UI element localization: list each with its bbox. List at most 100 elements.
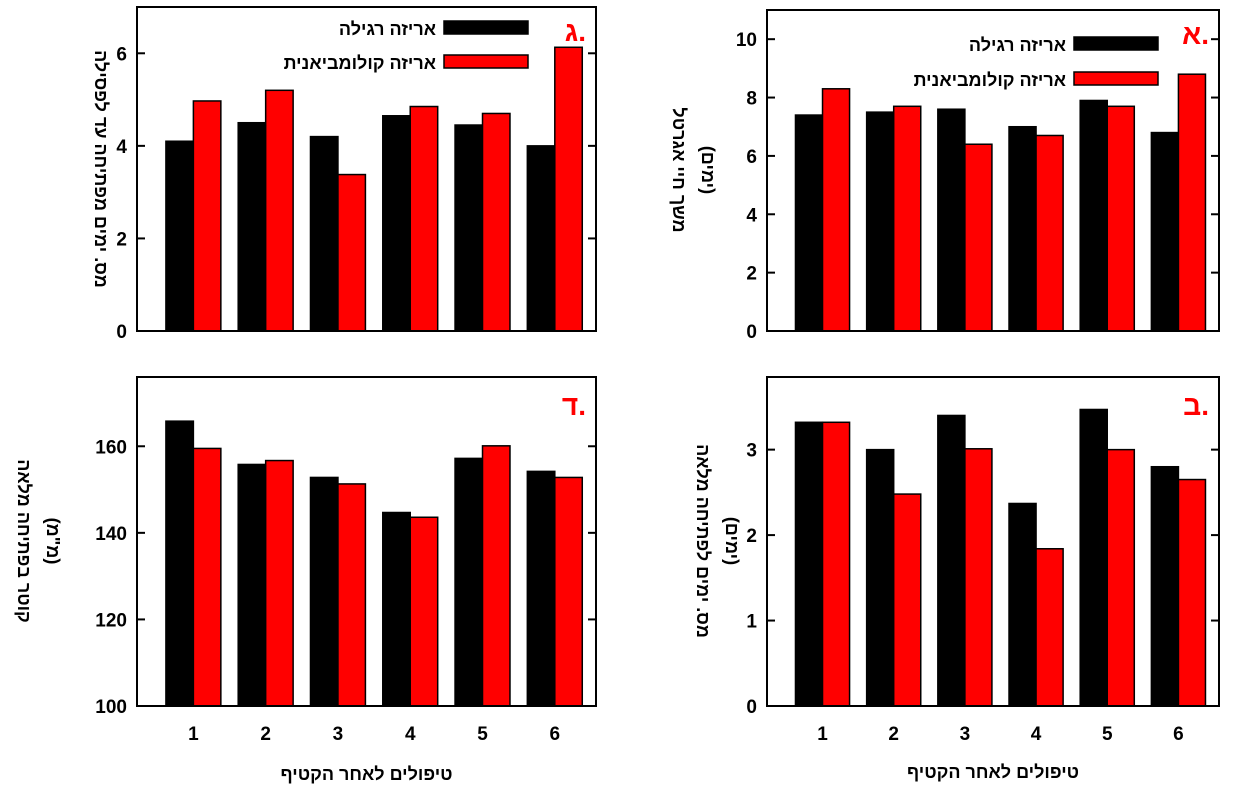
bar-a-cat5-s1 xyxy=(1079,99,1108,332)
xtick-label-d-4: 4 xyxy=(405,724,416,745)
ytick-label-g-2: 4 xyxy=(116,137,127,158)
bar-a-cat6-s2 xyxy=(1177,73,1207,332)
ytick-label-d-2: 140 xyxy=(95,524,127,545)
plot-frame-d xyxy=(136,376,597,707)
panel-a: 0 2 4 6 8 10 משך חיי אגרטל (ימים) א. אריזה רגילה א… xyxy=(669,9,1220,343)
bar-a-cat1-s2 xyxy=(821,88,851,332)
xtick-label-b-6: 6 xyxy=(1173,724,1184,745)
bar-b-cat5-s2 xyxy=(1106,448,1136,707)
panel-label-g: ג. xyxy=(565,16,586,47)
ytick-label-d-3: 160 xyxy=(95,437,127,458)
bar-b-cat1-s2 xyxy=(821,421,851,707)
bar-b-cat4-s1 xyxy=(1008,502,1037,707)
bar-g-cat1-s1 xyxy=(165,140,195,332)
bar-d-cat5-s2 xyxy=(481,445,511,707)
bar-a-cat6-s1 xyxy=(1150,131,1180,332)
legend-label-a-s1: אריזה רגילה xyxy=(969,35,1066,55)
bar-a-cat3-s2 xyxy=(964,143,993,332)
xtick-label-b-5: 5 xyxy=(1102,724,1113,745)
bar-d-cat2-s2 xyxy=(264,459,294,707)
plot-frame-a xyxy=(766,9,1220,332)
ytick-label-g-1: 2 xyxy=(116,229,127,250)
bar-g-cat5-s2 xyxy=(481,112,511,332)
ytick-label-a-0: 0 xyxy=(746,322,757,343)
bar-g-cat5-s1 xyxy=(454,124,484,332)
panel-g: 0 2 4 6מס. ימים מפתיחה עד לפסילה ג. אריזה רגי… xyxy=(91,6,597,343)
y-axis-title-d-line1: קוטר בפתיחה מלאה xyxy=(14,459,34,623)
bar-g-cat6-s2 xyxy=(554,46,584,332)
plot-frame-g xyxy=(136,6,597,332)
bar-d-cat4-s1 xyxy=(382,511,411,707)
legend-label-g-s1: אריזה רגילה xyxy=(339,19,436,39)
bar-d-cat6-s2 xyxy=(554,476,584,707)
ytick-label-a-3: 6 xyxy=(746,147,757,168)
bar-d-cat4-s2 xyxy=(409,516,439,707)
bar-b-cat1-s1 xyxy=(794,421,824,707)
bar-d-cat5-s1 xyxy=(454,457,484,707)
bar-g-cat6-s1 xyxy=(526,145,556,332)
bar-b-cat4-s2 xyxy=(1035,548,1064,707)
y-axis-title-b-line1: מס. ימים לפתיחה מלאה xyxy=(693,444,713,638)
xtick-label-d-1: 1 xyxy=(188,724,199,745)
panel-b: 0 1 2 3 1 2 3 4 5 6 טיפולים לאחר הקטיף מס. ימים לפת… xyxy=(693,376,1220,782)
bar-d-cat1-s1 xyxy=(165,420,195,707)
bar-a-cat4-s1 xyxy=(1008,125,1037,332)
ytick-label-b-1: 1 xyxy=(746,612,757,633)
y-axis-title-b-line2: (ימים) xyxy=(722,517,742,565)
legend-label-g-s2: אריזה קולומביאנית xyxy=(284,53,436,73)
ytick-label-d-0: 100 xyxy=(95,697,127,718)
ytick-label-g-0: 0 xyxy=(116,322,127,343)
x-axis-title-d: טיפולים לאחר הקטיף xyxy=(280,764,452,784)
ytick-label-g-3: 6 xyxy=(116,44,127,65)
bar-b-cat2-s1 xyxy=(865,448,895,707)
bar-a-cat4-s2 xyxy=(1035,134,1064,332)
xtick-label-d-3: 3 xyxy=(333,724,344,745)
ytick-label-b-2: 2 xyxy=(746,526,757,547)
legend-swatch-g-s1 xyxy=(443,20,529,35)
ytick-label-a-5: 10 xyxy=(736,30,757,51)
legend-swatch-g-s2 xyxy=(443,54,529,69)
ytick-label-b-0: 0 xyxy=(746,697,757,718)
xtick-label-b-3: 3 xyxy=(960,724,971,745)
bar-a-cat5-s2 xyxy=(1106,105,1136,332)
ytick-label-a-1: 2 xyxy=(746,264,757,285)
plot-frame-b xyxy=(766,376,1220,707)
bar-a-cat2-s2 xyxy=(892,105,922,332)
panel-label-a: א. xyxy=(1182,19,1209,50)
bar-d-cat1-s2 xyxy=(192,447,222,707)
bar-d-cat3-s2 xyxy=(337,483,367,707)
ytick-label-d-1: 120 xyxy=(95,610,127,631)
panel-label-d: ד. xyxy=(562,390,586,421)
bar-d-cat2-s1 xyxy=(237,463,267,707)
bar-g-cat2-s2 xyxy=(264,89,294,332)
y-axis-title-a-line2: (ימים) xyxy=(698,146,718,194)
y-axis-title-g-line1: מס. ימים מפתיחה עד לפסילה xyxy=(91,50,111,288)
xtick-label-d-5: 5 xyxy=(477,724,488,745)
bar-b-cat2-s2 xyxy=(892,493,922,707)
bar-g-cat2-s1 xyxy=(237,121,267,332)
panel-d: 100 120 140 160 1 2 3 4 5 6 טיפולים לאחר הקטיף קוטר… xyxy=(14,376,597,784)
bar-b-cat5-s1 xyxy=(1079,408,1108,707)
bar-d-cat3-s1 xyxy=(309,476,339,707)
bar-b-cat3-s1 xyxy=(937,414,966,707)
y-axis-title-d-line2: (מ"מ) xyxy=(43,518,63,565)
ytick-label-b-3: 3 xyxy=(746,441,757,462)
xtick-label-b-1: 1 xyxy=(817,724,828,745)
bar-b-cat6-s2 xyxy=(1177,478,1207,707)
bar-a-cat1-s1 xyxy=(794,114,824,332)
bar-g-cat4-s1 xyxy=(382,115,411,332)
bar-a-cat2-s1 xyxy=(865,111,895,332)
xtick-label-b-4: 4 xyxy=(1031,724,1042,745)
xtick-label-b-2: 2 xyxy=(888,724,899,745)
xtick-label-d-2: 2 xyxy=(260,724,271,745)
bar-g-cat3-s1 xyxy=(309,135,339,332)
bar-g-cat1-s2 xyxy=(192,100,222,332)
x-axis-title-b: טיפולים לאחר הקטיף xyxy=(907,762,1079,782)
ytick-label-a-4: 8 xyxy=(746,89,757,110)
ytick-label-a-2: 4 xyxy=(746,205,757,226)
panel-label-b: ב. xyxy=(1183,390,1209,421)
legend-swatch-a-s2 xyxy=(1073,71,1159,86)
bar-d-cat6-s1 xyxy=(526,470,556,707)
bar-g-cat4-s2 xyxy=(409,105,439,332)
